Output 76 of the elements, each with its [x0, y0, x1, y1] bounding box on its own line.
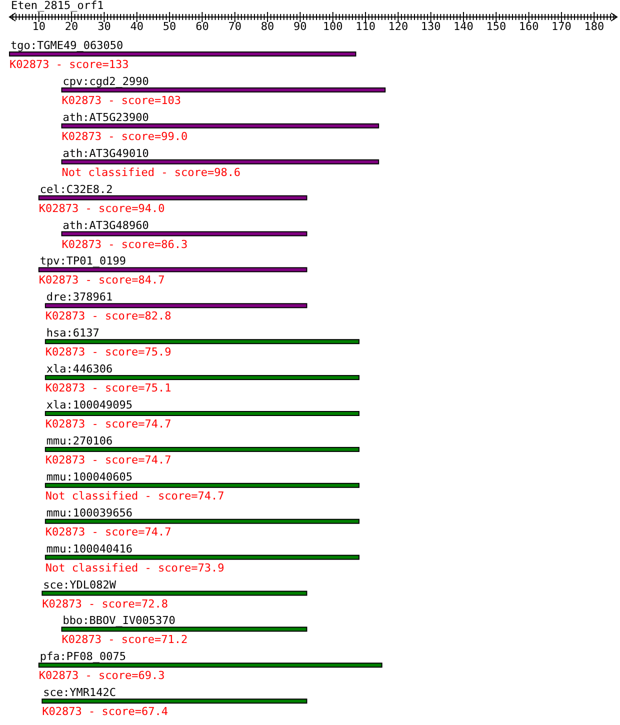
bar	[44, 303, 308, 308]
x-tick-label: 120	[388, 20, 408, 33]
x-tick-label: 70	[228, 20, 242, 33]
annotation: K02873 - score=75.1	[45, 382, 172, 395]
y-tick-label: tgo:TGME49_063050	[10, 39, 124, 52]
chart-title: Eten_2815_orf1	[11, 0, 104, 12]
x-tick-label: 160	[518, 20, 539, 33]
bar	[44, 411, 360, 416]
y-tick-label: xla:446306	[46, 362, 113, 376]
annotation: Not classified - score=98.6	[62, 166, 241, 179]
annotation: K02873 - score=99.0	[62, 130, 188, 143]
x-tick-label: 50	[162, 20, 176, 33]
bar	[44, 375, 360, 380]
y-tick-label: dre:378961	[46, 290, 113, 304]
y-tick-label: pfa:PF08_0075	[40, 650, 126, 664]
x-tick-label: 10	[32, 20, 46, 33]
annotation: K02873 - score=84.7	[38, 274, 165, 287]
y-tick-label: ath:AT3G48960	[62, 218, 149, 232]
bar	[44, 446, 360, 452]
annotation: K02873 - score=75.9	[45, 346, 172, 359]
bar	[44, 482, 360, 488]
bar	[61, 159, 380, 164]
bar	[38, 662, 382, 668]
bar	[42, 698, 308, 704]
y-tick-label: cel:C32E8.2	[40, 182, 113, 196]
annotation: K02873 - score=94.0	[38, 202, 165, 215]
annotation: K02873 - score=86.3	[62, 238, 188, 251]
x-tick-label: 30	[98, 20, 111, 33]
annotation: K02873 - score=133	[10, 58, 129, 71]
y-tick-label: hsa:6137	[46, 326, 100, 340]
x-tick-label: 40	[130, 20, 144, 33]
y-tick-label: ath:AT3G49010	[62, 146, 149, 160]
annotation: K02873 - score=71.2	[62, 633, 188, 646]
y-tick-label: cpv:cgd2_2990	[62, 74, 149, 88]
y-tick-label: mmu:100039656	[46, 506, 133, 520]
annotation: K02873 - score=69.3	[38, 669, 165, 682]
annotation: K02873 - score=67.4	[42, 705, 168, 718]
bar	[44, 339, 360, 344]
y-tick-label: bbo:BBOV_IV005370	[62, 614, 176, 628]
y-tick-label: mmu:100040605	[46, 470, 133, 484]
annotation: K02873 - score=72.8	[42, 597, 168, 610]
annotation: K02873 - score=74.7	[45, 418, 172, 430]
bar	[9, 52, 356, 56]
x-tick-label: 60	[196, 20, 209, 33]
x-tick-label: 110	[356, 20, 376, 33]
bar	[61, 87, 386, 92]
x-tick-label: 100	[322, 20, 343, 33]
x-tick-label: 140	[454, 20, 474, 33]
bar	[38, 195, 308, 200]
x-tick-label: 80	[260, 20, 274, 33]
y-tick-label: mmu:270106	[46, 434, 113, 448]
bar	[61, 231, 308, 236]
y-tick-label: sce:YDL082W	[43, 578, 116, 592]
x-tick-label: 130	[420, 20, 441, 33]
x-tick-label: 180	[584, 20, 604, 33]
annotation: K02873 - score=74.7	[45, 453, 172, 466]
bar	[44, 554, 360, 560]
y-tick-label: ath:AT5G23900	[62, 110, 149, 124]
y-tick-label: mmu:100040416	[46, 542, 133, 556]
annotation: Not classified - score=73.9	[45, 561, 224, 574]
y-tick-label: sce:YMR142C	[43, 686, 116, 700]
x-tick-label: 170	[552, 20, 572, 33]
bar	[44, 518, 360, 524]
x-tick-label: 90	[294, 20, 307, 33]
y-tick-label: tpv:TP01_0199	[40, 254, 126, 268]
annotation: K02873 - score=74.7	[45, 525, 172, 538]
bar	[38, 267, 308, 272]
bar	[61, 123, 380, 128]
bar	[42, 590, 308, 596]
y-tick-label: xla:100049095	[46, 398, 133, 412]
annotation: K02873 - score=82.8	[45, 310, 172, 323]
annotation: Not classified - score=74.7	[45, 489, 224, 502]
x-tick-label: 20	[64, 20, 78, 33]
annotation: K02873 - score=103	[62, 94, 181, 107]
bar	[61, 626, 308, 632]
x-tick-label: 150	[486, 20, 506, 33]
